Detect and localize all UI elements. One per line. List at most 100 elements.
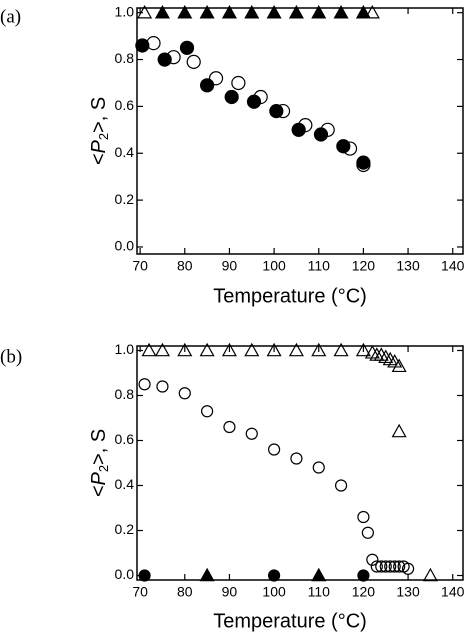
y-label-part: >, S xyxy=(88,429,110,465)
x-tick-label: 140 xyxy=(441,258,465,274)
point-triangle xyxy=(373,347,389,361)
point-circle xyxy=(388,560,401,573)
point-triangle xyxy=(333,4,349,19)
x-axis-label: Temperature (°C) xyxy=(213,610,367,632)
point-circle xyxy=(361,526,374,539)
x-tick-label: 70 xyxy=(132,584,148,600)
point-triangle xyxy=(199,342,215,357)
point-circle xyxy=(334,479,348,492)
point-circle xyxy=(138,378,151,391)
point-triangle xyxy=(154,342,170,357)
point-triangle xyxy=(378,349,394,364)
point-circle xyxy=(336,139,351,154)
point-circle xyxy=(357,569,370,582)
point-triangle xyxy=(311,567,327,582)
point-triangle xyxy=(382,351,398,366)
y-tick-label: 0.2 xyxy=(115,521,135,537)
point-circle xyxy=(370,560,383,573)
point-circle xyxy=(291,122,306,137)
point-circle xyxy=(366,553,379,566)
x-tick-label: 100 xyxy=(262,584,286,600)
x-tick-label: 90 xyxy=(222,584,238,600)
point-circle xyxy=(313,127,329,142)
x-tick-label: 90 xyxy=(222,258,238,274)
y-tick-label: 0.0 xyxy=(115,566,135,582)
point-triangle xyxy=(355,4,371,19)
y-tick-label: 0.6 xyxy=(115,431,135,447)
y-tick-label: 0.6 xyxy=(115,97,135,113)
point-circle xyxy=(312,461,325,474)
y-label-part: 2 xyxy=(96,133,111,140)
point-circle xyxy=(231,75,246,91)
point-triangle xyxy=(391,358,407,373)
point-circle xyxy=(245,427,258,440)
point-circle xyxy=(157,52,172,67)
point-triangle xyxy=(288,342,304,357)
x-tick-label: 80 xyxy=(177,258,193,274)
point-triangle xyxy=(177,342,193,357)
y-tick-label: 0.4 xyxy=(115,144,135,160)
point-circle xyxy=(290,452,303,465)
plot-frame xyxy=(136,345,464,581)
point-triangle xyxy=(364,345,380,359)
point-circle xyxy=(223,420,236,434)
plot-frame xyxy=(136,7,464,255)
point-triangle xyxy=(141,342,157,357)
point-triangle xyxy=(221,4,237,19)
point-triangle xyxy=(311,4,327,19)
point-circle xyxy=(246,94,262,109)
point-triangle xyxy=(266,4,282,19)
x-tick-label: 80 xyxy=(177,584,193,600)
point-triangle xyxy=(177,4,193,19)
point-circle xyxy=(138,569,151,582)
point-circle xyxy=(186,54,201,69)
point-triangle xyxy=(266,342,282,357)
point-triangle xyxy=(311,342,327,357)
point-triangle xyxy=(355,342,371,357)
x-tick-label: 100 xyxy=(262,258,286,274)
point-circle xyxy=(357,510,370,524)
point-triangle xyxy=(137,4,153,19)
point-circle xyxy=(200,78,215,93)
point-triangle xyxy=(333,342,349,357)
x-tick-label: 120 xyxy=(352,584,376,600)
point-triangle xyxy=(288,4,304,19)
point-circle xyxy=(201,405,214,418)
y-tick-label: 0.0 xyxy=(115,238,135,254)
point-triangle xyxy=(391,423,407,438)
point-circle xyxy=(179,40,195,55)
y-axis-label: <P2>, S xyxy=(88,97,111,165)
panel-label: (b) xyxy=(0,346,22,367)
point-circle xyxy=(393,560,406,573)
point-circle xyxy=(156,380,169,393)
point-circle xyxy=(178,387,191,400)
x-tick-label: 140 xyxy=(441,584,465,600)
y-tick-label: 1.0 xyxy=(115,341,135,357)
panel-label: (a) xyxy=(0,6,21,27)
point-triangle xyxy=(154,4,170,19)
y-tick-label: 0.8 xyxy=(115,50,135,66)
point-triangle xyxy=(364,4,380,19)
point-circle xyxy=(267,569,281,582)
y-tick-label: 0.4 xyxy=(115,476,135,492)
point-circle xyxy=(384,560,397,573)
point-triangle xyxy=(221,342,237,357)
x-axis-label: Temperature (°C) xyxy=(213,285,367,307)
y-label-part: <P xyxy=(88,140,110,166)
point-circle xyxy=(135,38,150,53)
point-circle xyxy=(269,103,284,119)
point-triangle xyxy=(199,4,215,19)
x-tick-label: 110 xyxy=(308,584,331,600)
point-circle xyxy=(375,560,388,573)
y-label-part: >, S xyxy=(88,97,110,133)
y-tick-label: 1.0 xyxy=(115,3,135,19)
point-circle xyxy=(208,71,224,86)
y-label-part: <P xyxy=(88,472,110,498)
x-tick-label: 110 xyxy=(308,258,331,274)
x-tick-label: 70 xyxy=(132,258,148,274)
x-tick-label: 130 xyxy=(396,258,420,274)
y-label-part: 2 xyxy=(96,465,111,472)
x-tick-label: 120 xyxy=(352,258,376,274)
point-circle xyxy=(267,443,281,456)
